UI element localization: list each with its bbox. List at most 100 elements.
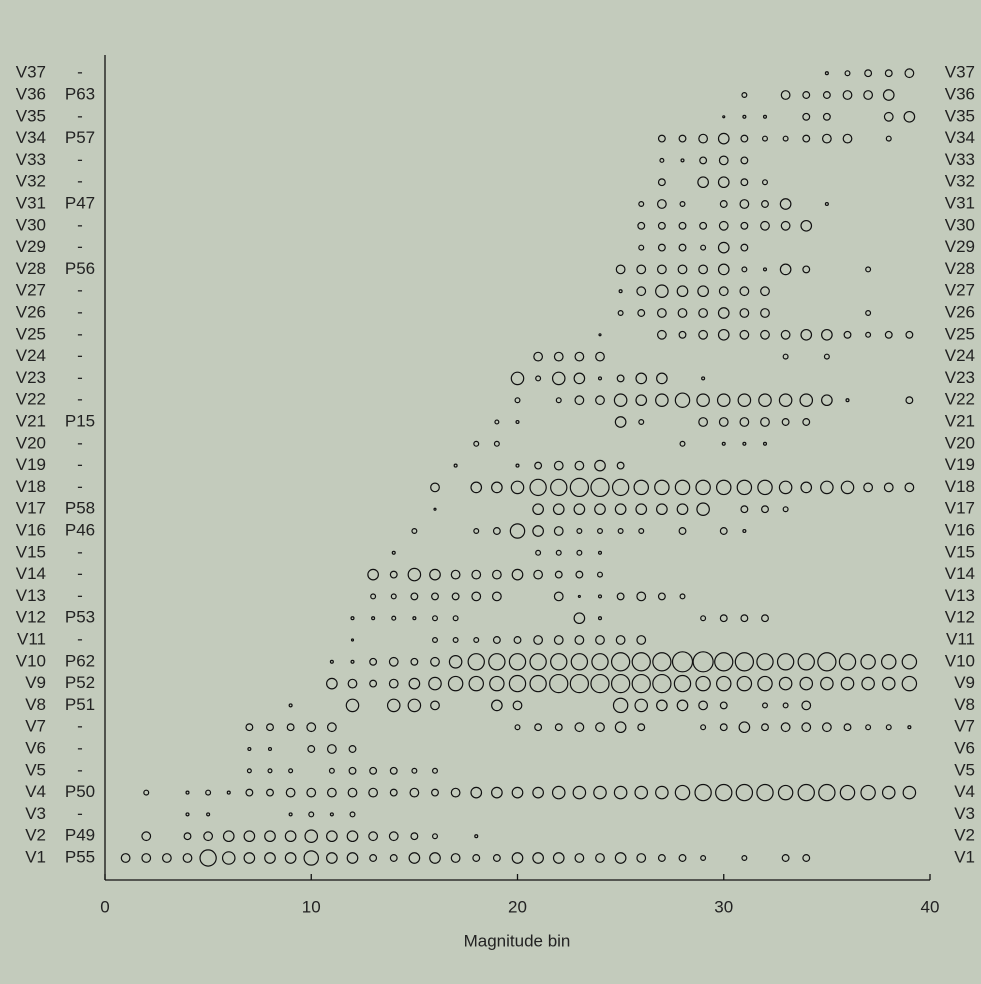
row-code: - [77,368,83,387]
bubble [450,787,461,798]
bubble [905,396,914,405]
bubble [823,353,830,360]
bubble [698,133,709,144]
bubble [817,652,837,672]
bubble [450,569,461,580]
row-label: V28 [16,259,46,278]
bubble [529,653,547,671]
bubble [839,784,856,801]
row-label-right: V1 [954,847,975,866]
bubble [631,652,651,672]
bubble [715,479,732,496]
bubble [737,393,752,407]
row-code: - [77,717,83,736]
bubble [368,787,379,798]
bubble [596,527,603,534]
bubble [451,592,460,601]
bubble [346,830,359,843]
row-label: V37 [16,63,46,82]
bubble [553,591,564,602]
bubble [597,594,603,599]
bubble [780,722,791,733]
row-code: P51 [65,695,95,714]
bubble [429,852,441,864]
bubble [717,263,730,276]
bubble [636,591,647,602]
bubble [532,525,544,537]
bubble [555,549,562,556]
bubble [637,221,646,230]
row-label: V1 [25,847,46,866]
row-label-right: V20 [945,433,975,452]
bubble [694,783,712,802]
bubble [550,478,568,497]
bubble [185,812,190,817]
bubble [284,830,297,843]
bubble [655,284,669,298]
row-label: V23 [16,368,46,387]
bubble [760,286,770,297]
bubble [143,789,150,796]
bubble [574,351,585,362]
bubble [780,220,791,231]
bubble [904,68,915,79]
bubble [161,853,172,863]
bubble [761,200,769,208]
row-label-right: V17 [945,499,975,518]
row-code: - [77,150,83,169]
bubble [550,653,568,671]
bubble [471,591,482,602]
bubble [509,523,526,539]
row-code: P15 [65,411,95,430]
bubble [901,675,918,692]
bubble [388,678,399,689]
bubble [740,178,749,187]
bubble [615,264,626,275]
bubble [329,812,334,817]
bubble [472,854,481,862]
row-code: - [77,804,83,823]
x-tick-label: 20 [508,897,527,916]
bubble [491,569,502,580]
bubble [885,724,892,731]
bubble [907,725,912,730]
bubble [656,264,667,275]
bubble [700,724,707,731]
bubble [308,811,315,818]
bubble [739,308,750,318]
bubble [432,636,439,643]
row-label-right: V3 [954,804,975,823]
bubble [511,568,524,581]
bubble [801,722,812,733]
bubble [902,785,917,800]
bubble [636,635,647,645]
bubble [676,285,689,298]
bubble [508,653,527,671]
bubble [371,616,376,621]
bubble [782,135,789,142]
bubble [757,479,773,496]
bubble [349,811,356,818]
bubble [613,393,628,407]
bubble [432,615,439,622]
bubble [677,264,688,275]
row-label-right: V24 [945,346,975,365]
bubble [512,700,523,711]
bubble [679,201,686,208]
bubble [616,592,625,601]
bubble [740,614,749,623]
row-label-right: V23 [945,368,975,387]
bubble [510,371,525,386]
bubble [597,616,603,621]
row-label: V7 [25,717,46,736]
bubble [719,701,728,710]
bubble [574,635,585,645]
row-code: - [77,390,83,409]
row-code: P57 [65,128,95,147]
row-code: - [77,346,83,365]
bubble [182,853,193,863]
bubble [350,638,355,642]
bubble [884,330,893,339]
bubble [266,723,274,732]
bubble [264,830,276,843]
